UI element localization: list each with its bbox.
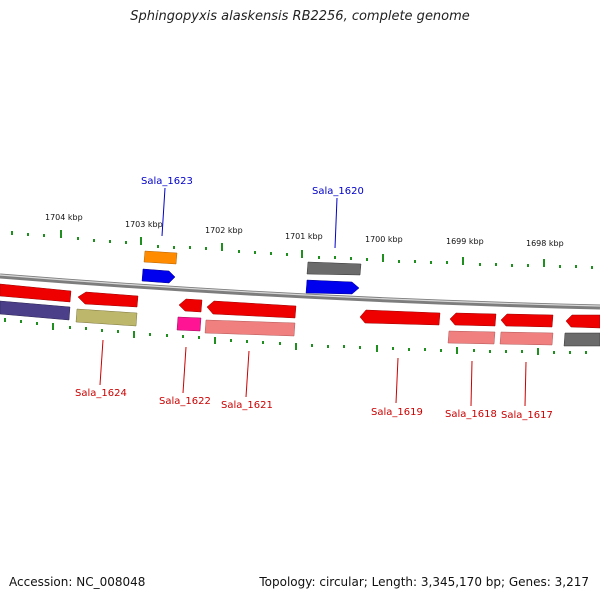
forward-genes: [141, 250, 362, 295]
gene-label-reverse[interactable]: Sala_1622: [159, 396, 211, 407]
tick-label: 1701 kbp: [285, 232, 323, 241]
label-leaders: [99, 187, 527, 407]
leader-1619: [395, 357, 399, 404]
gene-1623-arrow[interactable]: [141, 268, 176, 284]
genome-backbone: [0, 273, 600, 310]
leader-1622: [182, 346, 187, 394]
inner-tick-ring: [4, 318, 587, 355]
gene-1622-cog-box[interactable]: [176, 316, 202, 332]
gene-left-edge-cog-box[interactable]: [0, 300, 71, 321]
gene-1617-cog-box[interactable]: [499, 331, 554, 346]
gene-label-reverse[interactable]: Sala_1619: [371, 407, 423, 418]
gene-label-reverse[interactable]: Sala_1621: [221, 400, 273, 411]
map-title: Sphingopyxis alaskensis RB2256, complete…: [130, 9, 470, 24]
gene-1619-arrow[interactable]: [359, 309, 441, 326]
tick-label: 1702 kbp: [205, 226, 243, 235]
accession-text: Accession: NC_008048: [9, 575, 146, 589]
gene-1624-arrow[interactable]: [77, 291, 139, 308]
tick-label: 1703 kbp: [125, 220, 163, 229]
leader-1618: [470, 360, 473, 407]
leader-1623: [161, 187, 166, 237]
leader-1620: [334, 197, 338, 249]
gene-left-edge-arrow[interactable]: [0, 283, 72, 303]
genome-summary-text: Topology: circular; Length: 3,345,170 bp…: [259, 575, 589, 589]
gene-label-reverse[interactable]: Sala_1624: [75, 388, 127, 399]
tick-label: 1700 kbp: [365, 235, 403, 244]
leader-1621: [245, 350, 250, 398]
leader-1617: [524, 361, 527, 407]
outer-tick-ring: [11, 230, 593, 269]
tick-label: 1704 kbp: [45, 213, 83, 222]
gene-1623-cog-box[interactable]: [143, 250, 178, 265]
gene-1621-cog-box[interactable]: [204, 319, 296, 337]
gene-1618-arrow[interactable]: [449, 312, 497, 327]
leader-1624: [99, 339, 104, 386]
reverse-genes: [0, 283, 600, 347]
tick-label: 1699 kbp: [446, 237, 484, 246]
gene-1624-cog-box[interactable]: [75, 308, 138, 327]
gene-1618-cog-box[interactable]: [447, 330, 496, 345]
gene-label-reverse[interactable]: Sala_1617: [501, 410, 553, 421]
gene-label-forward[interactable]: Sala_1623: [141, 176, 193, 187]
gene-1620-cog-box[interactable]: [306, 261, 362, 276]
genome-backbone-highlight: [0, 274, 600, 307]
gene-right-edge-arrow[interactable]: [565, 314, 600, 329]
gene-1622-arrow[interactable]: [178, 298, 203, 313]
gene-1620-arrow[interactable]: [305, 279, 360, 295]
tick-label: 1698 kbp: [526, 239, 564, 248]
gene-1621-arrow[interactable]: [206, 300, 297, 319]
gene-1617-arrow[interactable]: [500, 313, 554, 328]
gene-label-forward[interactable]: Sala_1620: [312, 186, 364, 197]
gene-label-reverse[interactable]: Sala_1618: [445, 409, 497, 420]
gene-right-edge-cog-box[interactable]: [563, 332, 600, 347]
